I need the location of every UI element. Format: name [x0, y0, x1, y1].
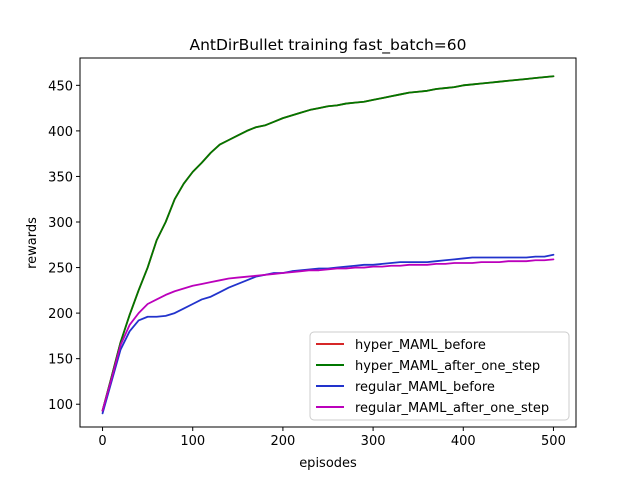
x-tick-label: 500: [541, 434, 566, 449]
chart-title: AntDirBullet training fast_batch=60: [189, 36, 466, 55]
y-tick-label: 200: [48, 307, 73, 322]
x-tick-label: 100: [180, 434, 205, 449]
x-tick-label: 200: [270, 434, 295, 449]
y-tick-label: 150: [48, 353, 73, 368]
series-layer: [101, 75, 555, 415]
legend-label: regular_MAML_before: [355, 380, 495, 395]
x-tick-label: 0: [98, 434, 106, 449]
legend: hyper_MAML_before hyper_MAML_after_one_st…: [309, 331, 570, 421]
series-line-hyper-maml-after-one-step: [101, 75, 555, 412]
x-tick-label: 400: [451, 434, 476, 449]
y-axis-title: rewards: [25, 217, 40, 269]
y-tick-label: 350: [48, 170, 73, 185]
y-tick-label: 450: [48, 79, 73, 94]
plot-frame: [79, 57, 577, 428]
y-tick-label: 100: [48, 398, 73, 413]
series-line-regular-maml-after-one-step: [101, 258, 555, 412]
y-tick-label: 250: [48, 262, 73, 277]
series-line-regular-maml-before: [101, 253, 555, 415]
x-axis-title: episodes: [299, 456, 357, 471]
x-tick-label: 300: [361, 434, 386, 449]
legend-items: hyper_MAML_before hyper_MAML_after_one_st…: [316, 338, 549, 416]
ticks-layer: 0 100 200 300 400 500 100 150 200 250 300 350 400 450: [48, 79, 566, 449]
y-tick-label: 400: [48, 125, 73, 140]
legend-label: hyper_MAML_after_one_step: [355, 359, 540, 374]
legend-box: [309, 331, 570, 421]
y-tick-label: 300: [48, 216, 73, 231]
legend-label: hyper_MAML_before: [355, 338, 486, 353]
legend-label: regular_MAML_after_one_step: [355, 401, 549, 416]
